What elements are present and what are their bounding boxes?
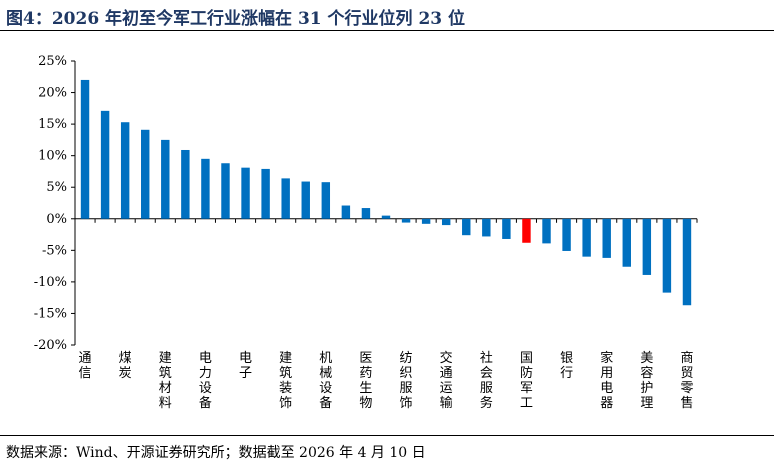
x-tick-label: 通信: [79, 351, 92, 381]
bar: [502, 218, 511, 239]
y-tick-label: 5%: [46, 180, 67, 195]
bar: [100, 110, 110, 219]
y-tick-label: -20%: [34, 338, 67, 353]
bar: [462, 218, 471, 236]
bar: [602, 218, 611, 258]
x-tick-label: 商贸零售: [680, 351, 693, 411]
x-tick-label: 美容护理: [640, 351, 653, 411]
x-tick-label: 煤炭: [119, 351, 132, 381]
bar: [181, 149, 190, 219]
x-tick-label: 医药生物: [359, 351, 372, 411]
bar: [301, 181, 310, 219]
bar: [201, 158, 210, 219]
bar: [441, 218, 451, 226]
x-tick-label: 电子: [239, 351, 252, 381]
bar: [421, 218, 431, 224]
bar: [381, 215, 391, 219]
bar: [261, 168, 270, 219]
bar: [542, 218, 551, 244]
chart-title: 图4：2026 年初至今军工行业涨幅在 31 个行业位列 23 位: [6, 9, 466, 29]
y-tick-label: -15%: [34, 306, 67, 321]
source-rule: [0, 435, 774, 436]
bar: [662, 218, 672, 293]
bar: [582, 218, 591, 257]
x-tick-label: 家用电器: [600, 350, 613, 411]
x-tick-label: 社会服务: [480, 350, 493, 411]
x-tick-label: 交通运输: [440, 350, 453, 411]
bar: [562, 218, 571, 251]
bar: [241, 167, 250, 219]
x-tick-label: 机械设备: [319, 351, 332, 411]
bar-highlight: [522, 218, 531, 243]
bar: [120, 122, 130, 219]
y-tick-label: 25%: [38, 54, 67, 69]
chart-axes: 25% 20% 15% 10% 5% 0% -5% -10% -15% -20%: [34, 54, 698, 353]
bar: [321, 182, 331, 219]
x-tick-label: 建筑材料: [159, 351, 172, 411]
bar: [161, 139, 170, 219]
x-tick-label: 银行: [560, 351, 573, 381]
y-tick-label: 20%: [38, 86, 67, 101]
bar: [361, 208, 371, 219]
y-tick-label: 10%: [38, 149, 67, 164]
bar: [221, 163, 230, 219]
bar: [141, 129, 150, 219]
bar: [622, 218, 631, 267]
x-tick-label: 建筑装饰: [279, 351, 292, 411]
y-tick-label: -5%: [42, 243, 67, 258]
y-tick-label: 0%: [46, 212, 67, 227]
source-note: 数据来源：Wind、开源证券研究所；数据截至 2026 年 4 月 10 日: [6, 445, 426, 461]
y-tick-label: 15%: [38, 117, 67, 132]
y-tick-label: -10%: [34, 275, 67, 290]
x-tick-label: 国防军工: [520, 351, 533, 411]
x-tick-label: 纺织服饰: [400, 351, 413, 411]
bar: [341, 205, 351, 219]
bar: [482, 218, 491, 237]
bar: [281, 178, 290, 219]
bar-series: [80, 79, 692, 306]
bar: [682, 218, 692, 306]
bar: [80, 79, 90, 219]
title-rule: [0, 30, 774, 31]
bar: [401, 218, 411, 223]
x-tick-label: 电力设备: [199, 351, 212, 411]
bar: [642, 218, 652, 275]
